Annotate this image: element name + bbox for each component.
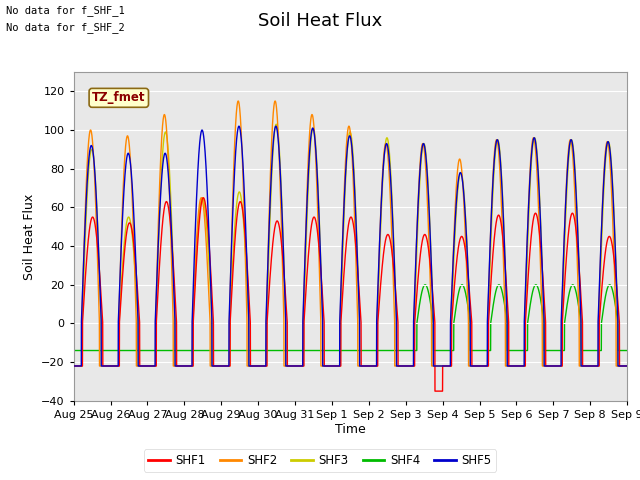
Text: TZ_fmet: TZ_fmet — [92, 91, 145, 104]
Y-axis label: Soil Heat Flux: Soil Heat Flux — [22, 193, 35, 279]
Text: Soil Heat Flux: Soil Heat Flux — [258, 12, 382, 30]
Text: No data for f_SHF_1: No data for f_SHF_1 — [6, 5, 125, 16]
Legend: SHF1, SHF2, SHF3, SHF4, SHF5: SHF1, SHF2, SHF3, SHF4, SHF5 — [143, 449, 497, 472]
Text: No data for f_SHF_2: No data for f_SHF_2 — [6, 22, 125, 33]
X-axis label: Time: Time — [335, 422, 366, 436]
